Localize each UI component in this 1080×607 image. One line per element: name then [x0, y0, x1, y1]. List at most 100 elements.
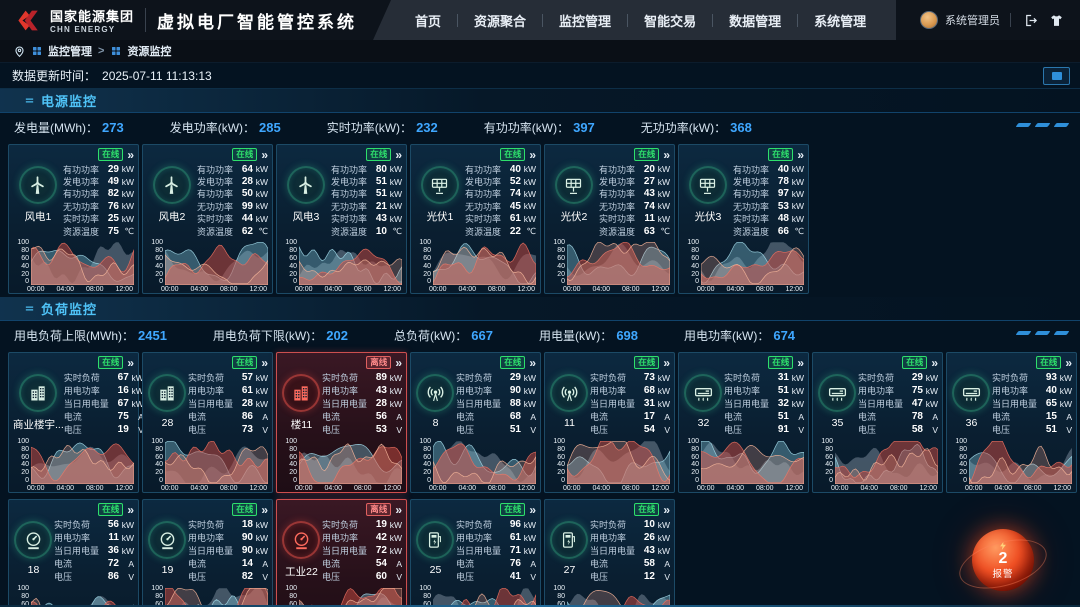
metric-value: 78	[777, 176, 789, 188]
nav-item-5[interactable]: 系统管理	[814, 13, 867, 29]
expand-detail-icon[interactable]: »	[931, 355, 938, 370]
resource-card[interactable]: 在线 » 商业楼宇... 实时负荷 67 kW 用电功率 16 kW 当日用电量 67 kW 电流…	[8, 352, 144, 493]
resource-card[interactable]: 在线 » 19 实时负荷 18 kW 用电功率 90 kW 当日用电量 90 kW 电流 14 A 电压…	[142, 499, 273, 607]
resource-card[interactable]: 在线 » 风电2 有功功率 64 kW 发电功率 28 kW 有功功率 50 kW 无功功率 99 k…	[142, 144, 273, 294]
nav-item-3[interactable]: 智能交易	[644, 13, 697, 29]
expand-detail-icon[interactable]: »	[663, 147, 670, 162]
resource-card[interactable]: 在线 » 8 实时负荷 29 kW 用电功率 90 kW 当日用电量 88 kW 电流 68 A 电压 5…	[410, 352, 541, 493]
resource-card[interactable]: 在线 » 光伏3 有功功率 40 kW 发电功率 78 kW 有功功率 97 kW 无功功率 53 k…	[678, 144, 809, 294]
resource-card[interactable]: 离线 » 工业22 实时负荷 19 kW 用电功率 42 kW 当日用电量 72 kW 电流 54 A…	[276, 499, 407, 607]
metric-unit: kW	[523, 213, 536, 224]
expand-detail-icon[interactable]: »	[127, 355, 134, 370]
nav-item-2[interactable]: 监控管理	[559, 13, 612, 29]
logout-icon[interactable]	[1021, 11, 1040, 30]
metric-unit: ℃	[392, 225, 402, 236]
resource-card[interactable]: 离线 » 楼11 实时负荷 89 kW 用电功率 43 kW 当日用电量 28 kW 电流 56 A 电…	[276, 352, 407, 493]
metric-unit: kW	[121, 519, 134, 530]
expand-detail-icon[interactable]: »	[127, 147, 134, 162]
alarm-button[interactable]: 2 报警	[972, 529, 1034, 591]
metric-unit: A	[262, 411, 268, 422]
metric-value: 31	[643, 398, 655, 409]
nav-item-4[interactable]: 数据管理	[729, 13, 782, 29]
expand-detail-icon[interactable]: »	[261, 147, 268, 162]
metric-value: 21	[375, 200, 387, 212]
metric-value: 22	[509, 225, 521, 237]
metric-label: 电压	[857, 425, 876, 435]
nav-separator	[627, 13, 629, 27]
status-badge: 在线	[98, 503, 124, 516]
resource-card[interactable]: 在线 » 36 实时负荷 93 kW 用电功率 40 kW 当日用电量 65 kW 电流 15 A 电压…	[946, 352, 1077, 493]
resource-name: 风电1	[24, 211, 52, 223]
expand-detail-icon[interactable]: »	[529, 147, 536, 162]
nav-item-1[interactable]: 资源聚合	[474, 13, 527, 29]
metric-unit: A	[664, 411, 670, 422]
chart-x-axis: 00:00 04:00 08:00 12:00	[697, 286, 803, 294]
metric-list: 实时负荷 96 kW 用电功率 61 kW 当日用电量 71 kW 电流 76 A 电压 41 V	[456, 516, 536, 583]
metric-row: 有功功率 29 kW	[63, 163, 134, 175]
resource-card[interactable]: 在线 » 27 实时负荷 10 kW 用电功率 26 kW 当日用电量 43 kW 电流 58 A 电压…	[544, 499, 675, 607]
metric-row: 电流 72 A	[54, 557, 134, 570]
metric-label: 当日用电量	[53, 546, 99, 556]
metric-label: 有功功率	[330, 164, 367, 175]
nav-item-0[interactable]: 首页	[415, 13, 442, 29]
gauge-icon	[282, 521, 321, 559]
resource-card[interactable]: 在线 » 25 实时负荷 96 kW 用电功率 61 kW 当日用电量 71 kW 电流 76 A 电压…	[410, 499, 541, 607]
metric-value: 18	[241, 519, 253, 530]
resource-card[interactable]: 在线 » 光伏2 有功功率 20 kW 发电功率 27 kW 有功功率 43 kW 无功功率 74 k…	[544, 144, 675, 294]
metric-unit: ℃	[258, 225, 268, 236]
expand-detail-icon[interactable]: »	[127, 502, 134, 517]
resource-card[interactable]: 在线 » 风电3 有功功率 80 kW 发电功率 51 kW 有功功率 51 kW 无功功率 21 k…	[276, 144, 407, 294]
metric-list: 实时负荷 89 kW 用电功率 43 kW 当日用电量 28 kW 电流 56 A 电压 53 V	[322, 369, 402, 436]
resource-card[interactable]: 在线 » 光伏1 有功功率 40 kW 发电功率 52 kW 有功功率 74 kW 无功功率 45 k…	[410, 144, 541, 294]
load-stats-row: 用电负荷上限(MWh)： 2451 用电负荷下限(kW)： 202 总负荷(kW)： 66…	[0, 321, 1080, 349]
status-badge: 在线	[232, 503, 258, 516]
building-icon	[282, 374, 321, 412]
resource-card[interactable]: 在线 » 28 实时负荷 57 kW 用电功率 61 kW 当日用电量 28 kW 电流 86 A 电压…	[142, 352, 273, 493]
metric-row: 电压 86 V	[54, 570, 134, 583]
resource-card[interactable]: 在线 » 18 实时负荷 56 kW 用电功率 11 kW 当日用电量 36 kW 电流 72 A 电压…	[8, 499, 139, 607]
expand-detail-icon[interactable]: »	[261, 355, 268, 370]
metric-value: 63	[643, 225, 655, 237]
wind-turbine-icon	[286, 166, 325, 204]
metric-unit: kW	[791, 385, 804, 396]
expand-detail-icon[interactable]: »	[663, 502, 670, 517]
breadcrumb-level1[interactable]: 监控管理	[48, 46, 92, 58]
chart-x-axis: 00:00 04:00 08:00 12:00	[295, 485, 401, 492]
chart-plot	[567, 590, 670, 607]
panel-toggle-button[interactable]	[1043, 67, 1070, 85]
expand-detail-icon[interactable]: »	[1065, 355, 1072, 370]
resource-card[interactable]: 在线 » 32 实时负荷 31 kW 用电功率 51 kW 当日用电量 32 kW 电流 51 A 电压…	[678, 352, 809, 493]
resource-card[interactable]: 在线 » 35 实时负荷 29 kW 用电功率 75 kW 当日用电量 47 kW 电流 78 A 电压…	[812, 352, 943, 493]
expand-detail-icon[interactable]: »	[529, 355, 536, 370]
expand-detail-icon[interactable]: »	[529, 502, 536, 517]
resource-name: 28	[161, 417, 174, 429]
metric-list: 实时负荷 73 kW 用电功率 68 kW 当日用电量 31 kW 电流 17 A 电压 54 V	[590, 369, 670, 436]
metric-label: 用电功率	[589, 533, 626, 543]
expand-detail-icon[interactable]: »	[797, 355, 804, 370]
status-badge: 在线	[500, 148, 526, 161]
chart-plot	[835, 440, 938, 484]
expand-detail-icon[interactable]: »	[797, 147, 804, 162]
metric-value: 44	[241, 213, 253, 225]
metric-label: 无功功率	[464, 201, 501, 212]
metric-label: 资源温度	[330, 226, 367, 237]
expand-detail-icon[interactable]: »	[663, 355, 670, 370]
expand-detail-icon[interactable]: »	[395, 502, 402, 517]
stat-label: 用电功率(kW)：	[684, 328, 770, 343]
metric-row: 有功功率 97 kW	[733, 188, 804, 200]
nav-separator	[542, 13, 544, 27]
metric-row: 电流 75 A	[64, 410, 144, 423]
expand-detail-icon[interactable]: »	[261, 502, 268, 517]
metric-unit: V	[396, 571, 402, 582]
metric-unit: kW	[925, 398, 938, 409]
expand-detail-icon[interactable]: »	[395, 355, 402, 370]
resource-card[interactable]: 在线 » 11 实时负荷 73 kW 用电功率 68 kW 当日用电量 31 kW 电流 17 A 电压…	[544, 352, 675, 493]
resource-card[interactable]: 在线 » 风电1 有功功率 29 kW 发电功率 49 kW 有功功率 82 kW 无功功率 76 k…	[8, 144, 139, 294]
expand-detail-icon[interactable]: »	[395, 147, 402, 162]
metric-unit: kW	[791, 176, 804, 187]
metric-row: 无功功率 45 kW	[465, 200, 536, 212]
breadcrumb-level2[interactable]: 资源监控	[127, 46, 172, 58]
metric-row: 电流 14 A	[188, 557, 268, 570]
theme-skin-icon[interactable]	[1047, 11, 1066, 30]
